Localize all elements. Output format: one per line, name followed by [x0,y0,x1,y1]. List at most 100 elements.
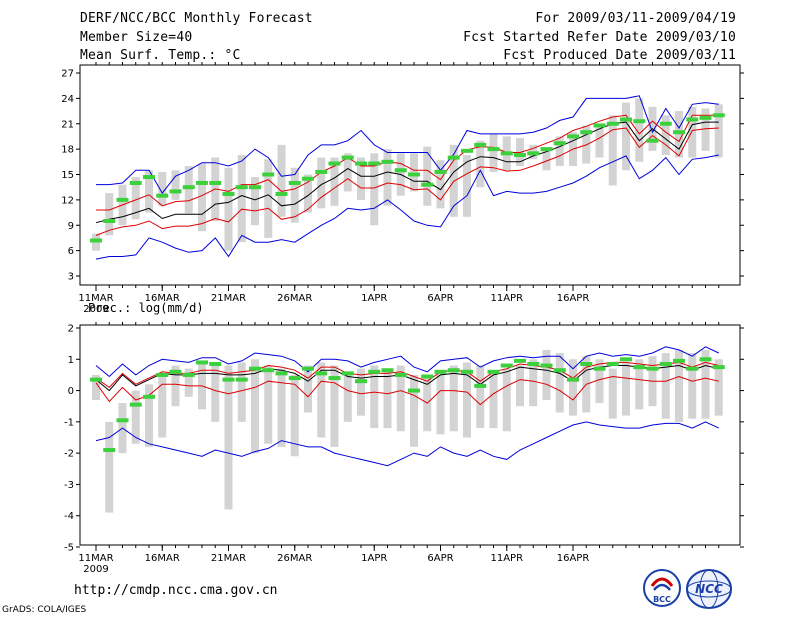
precip-xtick-label: 26MAR [277,553,312,564]
bcc-logo-icon: BCC [643,569,681,607]
precip-range-bar [145,384,153,447]
precip-ytick-label: 1 [68,355,74,366]
temperature-range-bar [463,155,471,217]
temperature-ytick-label: 6 [68,246,74,257]
precip-observed-marker [500,363,513,368]
precip-ytick-label: -4 [64,511,74,522]
temperature-range-bar [714,104,723,158]
temperature-observed-marker [143,175,155,180]
temperature-observed-marker [567,134,579,139]
precip-range-bar [516,365,524,407]
precip-xtick-label: 6APR [427,553,453,564]
precip-range-bar [211,362,220,422]
precip-observed-marker [143,394,155,399]
source-url[interactable]: http://cmdp.ncc.cma.gov.cn [74,583,278,598]
temperature-observed-marker [580,130,593,135]
precip-observed-marker [461,369,473,374]
temperature-observed-marker [447,155,460,160]
precip-observed-marker [381,368,394,373]
precip-observed-marker [328,376,341,381]
temperature-observed-marker [699,115,712,120]
precip-range-bar [357,368,365,416]
precip-observed-marker [593,366,606,371]
precip-observed-marker [447,368,460,373]
precip-range-bar [237,362,246,422]
precip-observed-marker [302,366,314,371]
temperature-ytick-label: 21 [61,119,74,130]
temperature-observed-marker [540,147,553,152]
precip-ytick-label: -2 [64,449,74,460]
precip-observed-marker [434,369,447,374]
precip-range-bar [489,371,498,429]
temperature-range-bar [542,149,551,171]
temperature-range-bar [237,155,246,243]
temperature-range-bar [675,111,683,158]
temperature-range-bar [476,140,485,188]
temperature-range-bar [131,177,140,220]
precip-observed-marker [633,365,646,370]
precip-range-bar [476,365,485,429]
temperature-range-bar [701,108,710,151]
temperature-observed-marker [553,141,566,146]
temperature-observed-marker [249,185,261,190]
temperature-observed-marker [156,193,169,198]
precip-range-bar [105,421,114,513]
temperature-range-bar [330,157,339,206]
temperature-xtick-label: 21MAR [211,293,246,304]
temperature-range-bar [688,106,697,158]
precip-range-bar [171,365,180,407]
precip-ytick-label: -1 [64,417,74,428]
precip-observed-marker [275,371,288,376]
temperature-ytick-label: 27 [61,69,74,80]
precip-observed-marker [620,357,632,362]
temperature-observed-marker [116,197,129,202]
precip-range-bar [688,353,697,419]
temperature-observed-marker [606,121,619,126]
precip-range-bar [330,365,339,447]
temperature-observed-marker [461,148,473,153]
precip-observed-marker [262,368,275,373]
temperature-range-bar [171,170,180,200]
precip-red-lower-line [95,375,719,406]
temperature-range-bar [277,144,286,217]
temperature-observed-marker [474,142,487,147]
precip-observed-marker [129,402,142,407]
precip-observed-marker [116,418,129,423]
temperature-observed-marker [355,161,367,166]
precip-observed-marker [487,369,500,374]
temperature-observed-marker [235,185,248,190]
grads-credit: GrADS: COLA/IGES [2,605,87,615]
temperature-xtick-label: 11APR [490,293,523,304]
temperature-range-bar [410,153,418,192]
precip-range-bar [463,362,471,438]
precip-observed-marker [659,361,672,366]
forecast-period-label: For 2009/03/11-2009/04/19 [535,11,736,26]
precip-observed-marker [341,371,354,376]
temperature-panel: 3 6 9 12 15 18 21 24 27 11MAR 16MAR 21MAR 26MAR 1APR 6… [61,62,744,315]
started-date-label: Fcst Started Refer Date 2009/03/10 [463,30,736,45]
precip-frame [79,324,741,546]
precip-panel-title: Prec.: log(mm/d) [88,301,204,315]
temperature-range-bar [622,102,630,171]
temperature-observed-marker [527,151,540,156]
temperature-range-bar [383,149,392,206]
precip-range-bar [131,390,140,444]
temperature-range-bar [595,123,604,158]
temperature-range-bar [423,146,432,206]
precip-observed-marker [553,368,566,373]
precip-range-bar [529,359,538,407]
precip-observed-marker [209,361,222,366]
temperature-observed-marker [129,180,142,185]
temperature-range-bar [158,171,167,206]
precip-ytick-label: 2 [68,324,74,335]
temperature-blue-lower-line [95,154,719,260]
temperature-xtick-label: 6APR [427,293,453,304]
temperature-range-bar [264,159,273,238]
precip-xtick-label: 1APR [361,553,387,564]
temperature-range-bar [317,157,326,209]
precip-observed-marker [580,361,593,366]
precip-range-bar [317,362,326,438]
temperature-range-bar [184,166,193,214]
temperature-ytick-label: 18 [61,145,74,156]
ncc-logo: NCC [684,568,734,610]
